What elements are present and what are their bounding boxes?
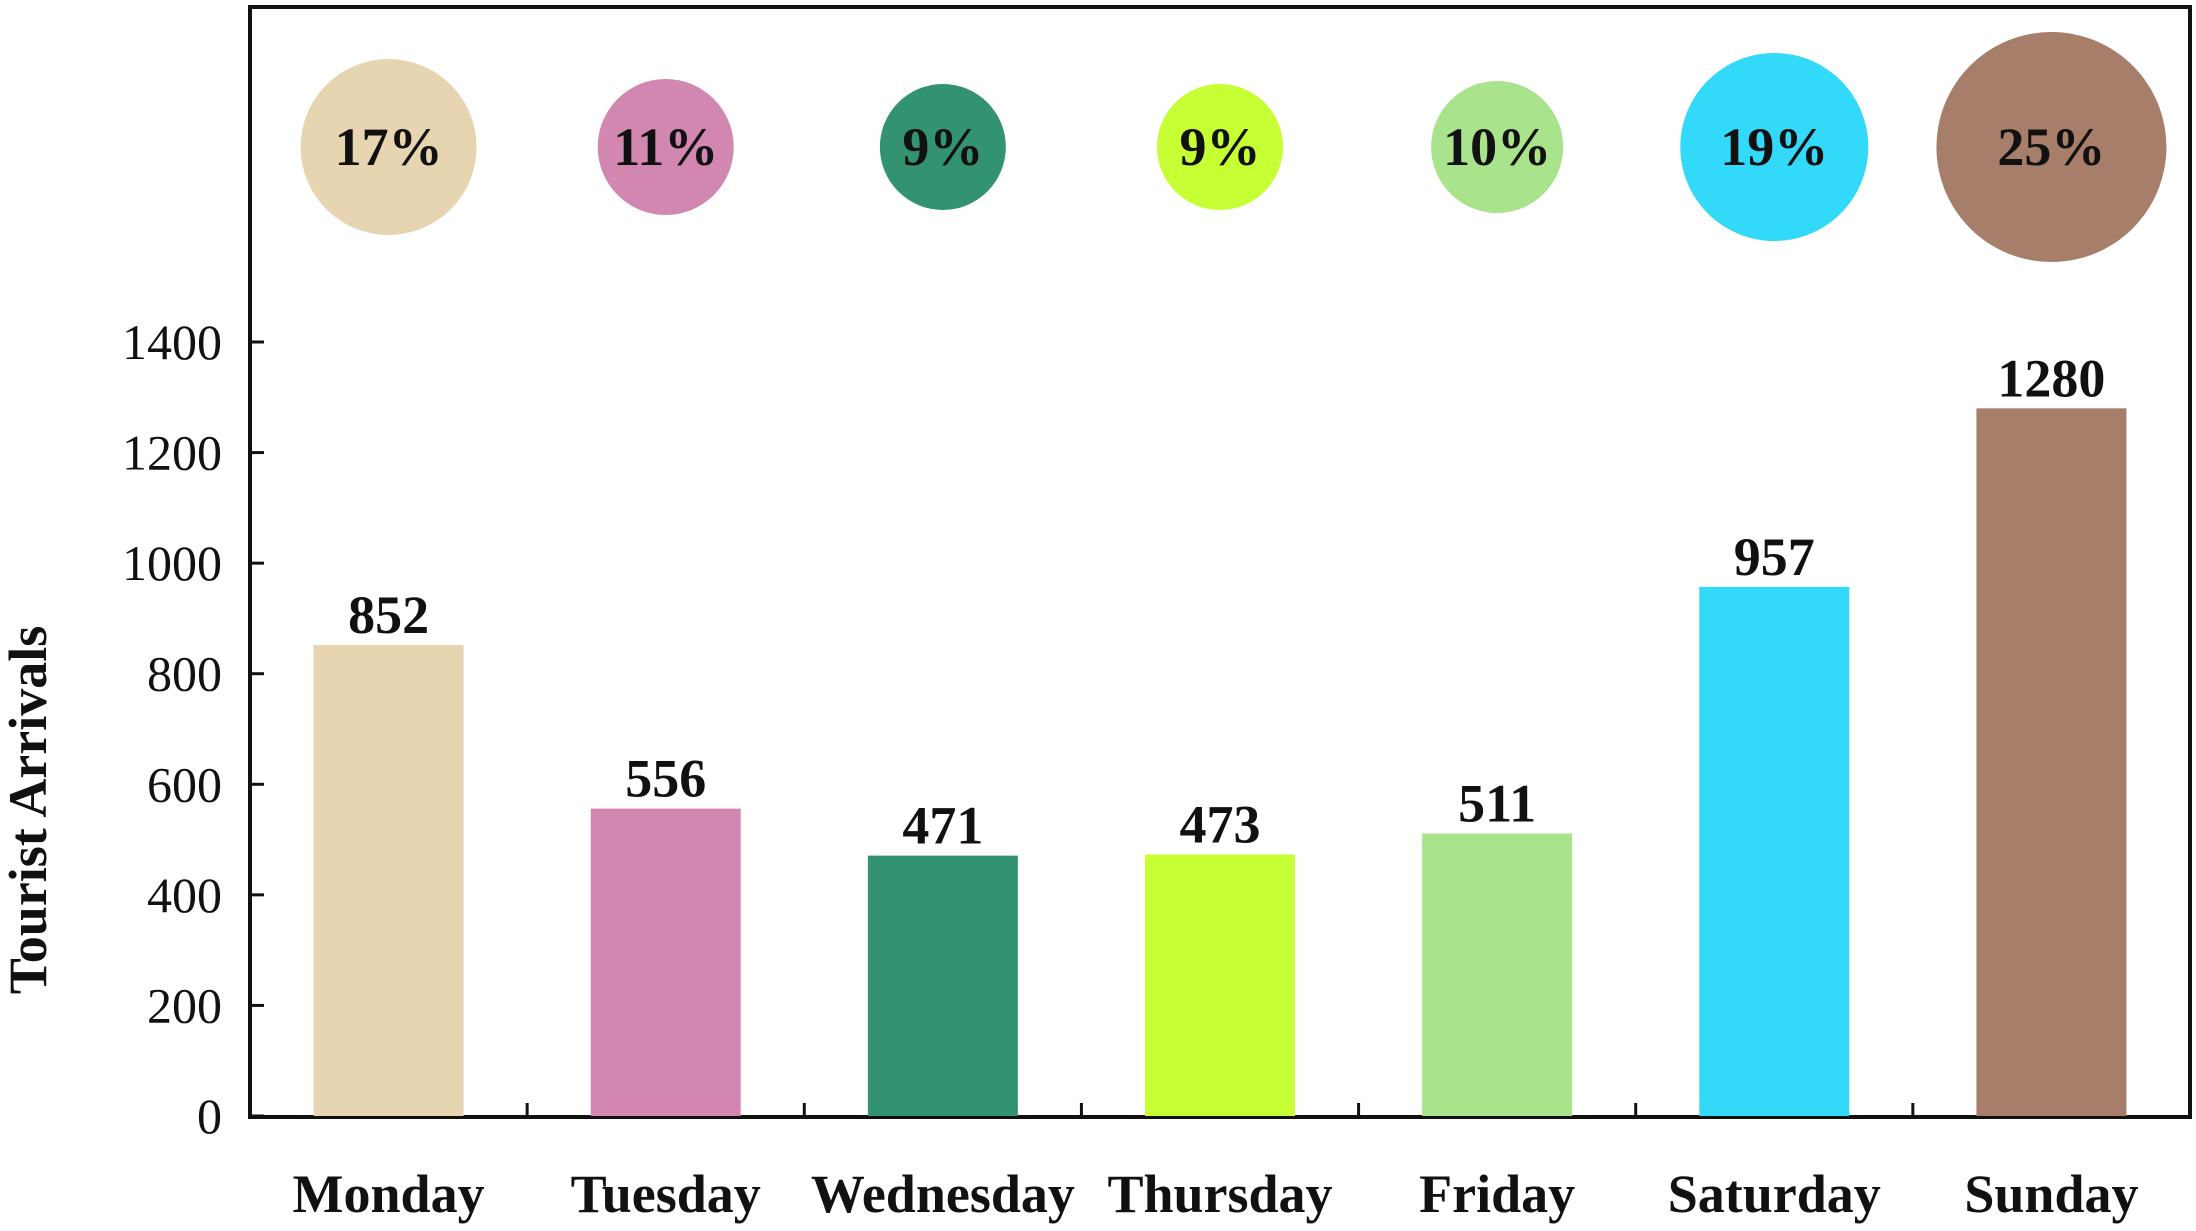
data-label: 511 [1458, 773, 1536, 833]
share-bubble [1431, 81, 1564, 213]
bar [313, 644, 464, 1116]
y-tick-label: 1200 [122, 425, 222, 481]
y-tick-label: 200 [147, 977, 222, 1033]
x-tick-label: Tuesday [571, 1164, 761, 1224]
bar [590, 808, 741, 1116]
x-tick-label: Wednesday [811, 1164, 1075, 1224]
share-label: 17% [335, 117, 443, 177]
y-tick-label: 400 [147, 867, 222, 923]
bar [1422, 833, 1573, 1116]
y-tick-label: 600 [147, 756, 222, 812]
share-bubble [597, 79, 734, 215]
share-label: 25% [1997, 117, 2105, 177]
y-tick-label: 1000 [122, 535, 222, 591]
x-tick-label: Monday [293, 1164, 485, 1224]
y-tick-label: 800 [147, 646, 222, 702]
y-tick-label: 1400 [122, 314, 222, 370]
y-tick-label: 0 [197, 1088, 222, 1144]
x-tick-label: Thursday [1107, 1164, 1332, 1224]
share-label: 10% [1443, 117, 1551, 177]
data-label: 957 [1734, 527, 1815, 587]
y-axis: 0 200 400 600 800 1000 1200 1400 [122, 314, 264, 1144]
x-tick-label: Sunday [1964, 1164, 2138, 1224]
share-bubbles: 17% 11% 9% 9% 10% 19% 25% [300, 32, 2167, 262]
bar [1976, 408, 2127, 1116]
y-axis-title: Tourist Arrivals [0, 626, 58, 995]
data-label: 471 [902, 796, 983, 856]
share-label: 11% [613, 117, 718, 177]
data-label: 1280 [1997, 348, 2105, 408]
bar [867, 855, 1018, 1116]
share-bubble [879, 84, 1006, 210]
data-label: 473 [1180, 794, 1261, 854]
bars: 852 556 471 473 511 957 1280 [313, 348, 2127, 1116]
share-bubble [1936, 32, 2167, 262]
bar [1699, 586, 1850, 1116]
x-axis: Monday Tuesday Wednesday Thursday Friday Satu… [293, 1103, 2138, 1224]
share-bubble [300, 59, 477, 235]
data-label: 852 [348, 585, 429, 645]
share-bubble [1680, 53, 1869, 241]
share-label: 9% [902, 117, 983, 177]
share-bubble [1157, 84, 1283, 210]
x-tick-label: Saturday [1668, 1164, 1881, 1224]
x-tick-label: Friday [1419, 1164, 1575, 1224]
share-label: 19% [1720, 117, 1828, 177]
share-label: 9% [1180, 117, 1261, 177]
data-label: 556 [625, 749, 706, 809]
bar [1145, 854, 1295, 1116]
